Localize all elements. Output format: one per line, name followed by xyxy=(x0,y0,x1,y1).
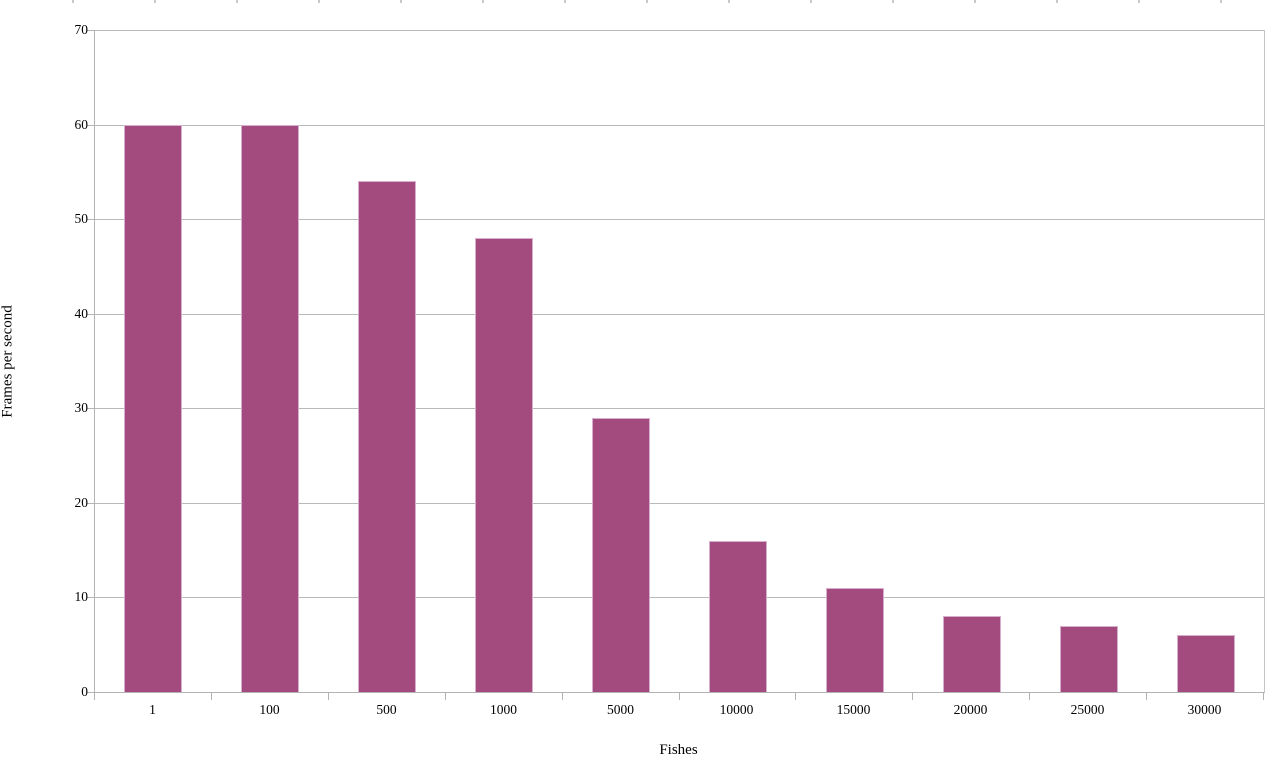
y-tick-label-50: 50 xyxy=(74,211,89,226)
x-tick-6 xyxy=(795,693,796,700)
gridline-y70 xyxy=(95,30,1264,31)
plot-area xyxy=(94,30,1265,693)
bar-30000 xyxy=(1177,635,1235,692)
x-tick-9 xyxy=(1146,693,1147,700)
x-tick-8 xyxy=(1029,693,1030,700)
y-tick-10 xyxy=(87,597,94,598)
y-axis-title: Frames per second xyxy=(0,305,16,418)
bar-500 xyxy=(358,181,416,692)
x-tick-7 xyxy=(912,693,913,700)
y-tick-label-20: 20 xyxy=(74,495,89,510)
gridline-y30 xyxy=(95,408,1264,409)
x-tick-2 xyxy=(328,693,329,700)
bar-10000 xyxy=(709,541,767,692)
y-tick-50 xyxy=(87,219,94,220)
x-tick-label-500: 500 xyxy=(376,702,397,717)
gridline-y60 xyxy=(95,125,1264,126)
bar-100 xyxy=(241,125,299,692)
x-tick-label-1000: 1000 xyxy=(490,702,517,717)
x-tick-label-20000: 20000 xyxy=(953,702,988,717)
bar-20000 xyxy=(943,616,1001,692)
y-tick-label-60: 60 xyxy=(74,117,89,132)
y-tick-0 xyxy=(87,692,94,693)
x-tick-label-30000: 30000 xyxy=(1187,702,1222,717)
x-tick-5 xyxy=(679,693,680,700)
x-tick-10 xyxy=(1263,693,1264,700)
y-tick-30 xyxy=(87,408,94,409)
x-tick-label-25000: 25000 xyxy=(1070,702,1105,717)
gridline-y20 xyxy=(95,503,1264,504)
x-tick-label-1: 1 xyxy=(149,702,156,717)
x-axis-title: Fishes xyxy=(659,742,698,758)
y-tick-label-70: 70 xyxy=(74,22,89,37)
bar-1000 xyxy=(475,238,533,692)
y-tick-label-0: 0 xyxy=(81,684,88,699)
x-tick-label-5000: 5000 xyxy=(607,702,634,717)
y-tick-40 xyxy=(87,314,94,315)
x-tick-label-100: 100 xyxy=(259,702,280,717)
y-tick-20 xyxy=(87,503,94,504)
x-tick-0 xyxy=(94,693,95,700)
y-tick-60 xyxy=(87,125,94,126)
cropped-top-ticks-artifact xyxy=(0,0,1276,3)
gridline-y40 xyxy=(95,314,1264,315)
gridline-y10 xyxy=(95,597,1264,598)
x-tick-1 xyxy=(211,693,212,700)
bar-15000 xyxy=(826,588,884,692)
x-tick-label-15000: 15000 xyxy=(836,702,871,717)
y-tick-label-10: 10 xyxy=(74,589,89,604)
y-tick-label-40: 40 xyxy=(74,306,89,321)
y-tick-label-30: 30 xyxy=(74,400,89,415)
bar-25000 xyxy=(1060,626,1118,692)
gridline-y50 xyxy=(95,219,1264,220)
x-tick-4 xyxy=(562,693,563,700)
bar-1 xyxy=(124,125,182,692)
bar-5000 xyxy=(592,418,650,692)
x-tick-label-10000: 10000 xyxy=(719,702,754,717)
x-tick-3 xyxy=(445,693,446,700)
y-tick-70 xyxy=(87,30,94,31)
